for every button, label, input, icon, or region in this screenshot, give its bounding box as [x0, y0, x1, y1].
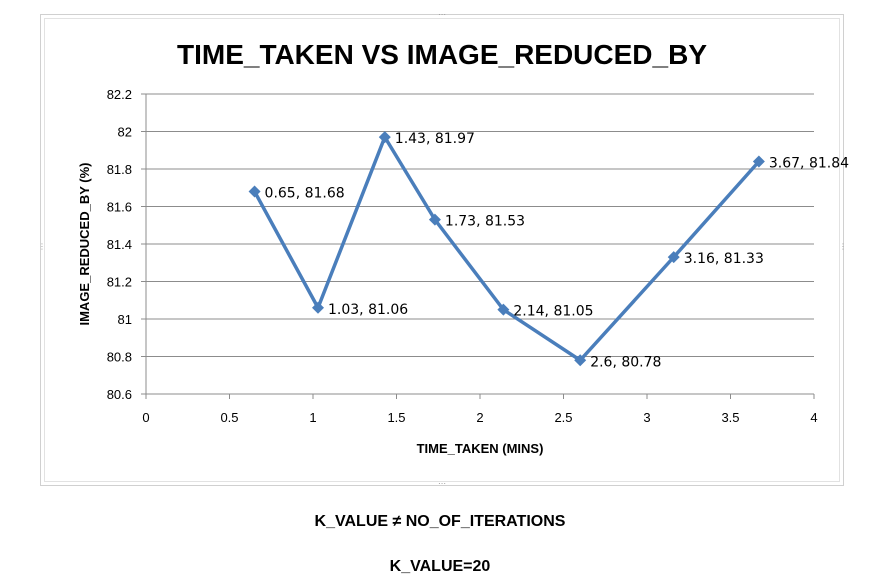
- data-point-marker[interactable]: [248, 185, 261, 198]
- resize-handle-bottom[interactable]: ⋯: [438, 479, 446, 488]
- y-tick-label: 81.4: [107, 237, 132, 252]
- data-label: 2.14, 81.05: [513, 304, 593, 320]
- data-point-marker[interactable]: [497, 303, 510, 316]
- caption-k-value: K_VALUE=20: [389, 558, 491, 575]
- x-tick-label: 0.5: [220, 410, 238, 425]
- x-axis-ticks: 0 0.5 1 1.5 2 2.5 3 3.5 4: [142, 394, 818, 425]
- data-point-marker[interactable]: [312, 301, 325, 314]
- data-label: 2.6, 80.78: [590, 354, 661, 370]
- data-label: 1.03, 81.06: [328, 302, 408, 318]
- x-tick-label: 3.5: [721, 410, 739, 425]
- x-tick-label: 1: [309, 410, 316, 425]
- resize-handle-top[interactable]: ⋯: [438, 10, 446, 19]
- y-tick-label: 80.6: [107, 387, 132, 402]
- data-label: 1.43, 81.97: [395, 131, 475, 147]
- x-tick-label: 2.5: [554, 410, 572, 425]
- series: [248, 131, 765, 367]
- resize-handle-left[interactable]: ⋮: [38, 242, 46, 251]
- data-point-marker[interactable]: [752, 155, 765, 168]
- y-tick-label: 80.8: [107, 350, 132, 365]
- data-point-marker[interactable]: [667, 251, 680, 264]
- x-tick-label: 2: [476, 410, 483, 425]
- chart-plot-border: [44, 18, 840, 482]
- chart-title: TIME_TAKEN VS IMAGE_REDUCED_BY: [177, 39, 707, 70]
- data-label: 1.73, 81.53: [445, 214, 525, 230]
- data-point-marker[interactable]: [378, 131, 391, 144]
- data-label: 3.67, 81.84: [769, 156, 849, 172]
- y-tick-label: 81.2: [107, 275, 132, 290]
- x-tick-label: 4: [810, 410, 817, 425]
- caption-k-value-note: K_VALUE ≠ NO_OF_ITERATIONS: [314, 513, 566, 530]
- data-point-marker[interactable]: [574, 354, 587, 367]
- x-tick-label: 0: [142, 410, 149, 425]
- data-labels: 0.65, 81.68 1.03, 81.06 1.43, 81.97 1.73, 8…: [265, 131, 850, 370]
- y-axis-label: IMAGE_REDUCED_BY (%): [77, 162, 92, 325]
- series-line: [253, 135, 761, 362]
- data-label: 0.65, 81.68: [265, 186, 345, 202]
- data-point-marker[interactable]: [428, 213, 441, 226]
- chart-frame: ⋯ ⋯ ⋮ ⋮: [38, 10, 847, 488]
- x-tick-label: 3: [643, 410, 650, 425]
- y-tick-label: 81.6: [107, 200, 132, 215]
- grid-lines: [146, 93, 814, 357]
- data-label: 3.16, 81.33: [684, 251, 764, 267]
- y-axis-ticks: 80.6 80.8 81 81.2 81.4 81.6 81.8 82 82.2: [107, 87, 146, 402]
- x-axis-label: TIME_TAKEN (MINS): [417, 441, 544, 456]
- resize-handle-right[interactable]: ⋮: [839, 242, 847, 251]
- y-tick-label: 82.2: [107, 87, 132, 102]
- line-chart: TIME_TAKEN VS IMAGE_REDUCED_BY 80.680.88…: [77, 39, 850, 456]
- x-tick-label: 1.5: [387, 410, 405, 425]
- y-tick-label: 82: [118, 125, 132, 140]
- y-tick-label: 81.8: [107, 162, 132, 177]
- y-tick-label: 81: [118, 312, 132, 327]
